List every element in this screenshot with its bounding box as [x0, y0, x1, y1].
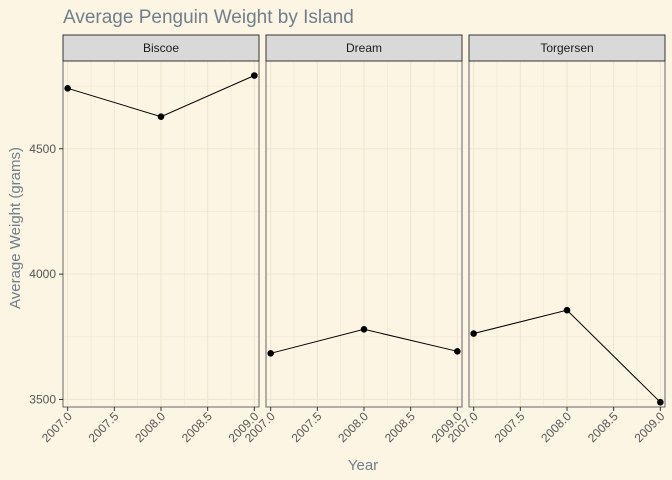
data-point	[657, 398, 664, 406]
x-tick-label: 2008.0	[335, 409, 371, 445]
y-axis-title: Average Weight (grams)	[7, 147, 24, 309]
y-tick-label: 4500	[29, 142, 56, 156]
facet-strip-label: Torgersen	[540, 41, 593, 55]
facet-strip	[265, 34, 463, 62]
x-tick-label: 2008.0	[132, 409, 168, 445]
x-tick-label: 2008.5	[585, 409, 621, 445]
x-tick-label: 2008.5	[179, 409, 215, 445]
facet-strip	[62, 34, 260, 62]
x-tick-label: 2009.0	[632, 409, 668, 445]
data-point	[360, 325, 368, 333]
data-point	[470, 330, 477, 337]
data-point	[251, 72, 258, 79]
chart-title: Average Penguin Weight by Island	[63, 7, 354, 28]
x-tick-label: 2007.5	[492, 409, 528, 445]
x-axis-title: Year	[348, 457, 378, 474]
facet-strip	[468, 34, 666, 62]
data-point	[157, 113, 165, 120]
y-tick-label: 3500	[29, 392, 56, 406]
x-tick-label: 2007.5	[289, 409, 325, 445]
x-tick-label: 2007.5	[86, 409, 122, 445]
facet-strip-label: Biscoe	[143, 41, 179, 55]
data-point	[64, 85, 71, 92]
y-tick-label: 4000	[29, 267, 56, 281]
facet-panels: Biscoe 2007.0 2007.5 2008.0 2008.5 2009.0 Drea…	[39, 34, 668, 445]
x-tick-label: 2008.0	[538, 409, 574, 445]
data-point	[563, 306, 571, 314]
data-point	[454, 348, 461, 355]
y-axis: 3500 4000 4500	[29, 142, 63, 406]
x-tick-label: 2007.0	[39, 409, 75, 445]
facet-strip-label: Dream	[346, 41, 382, 55]
data-point	[267, 350, 274, 357]
x-tick-label: 2008.5	[382, 409, 418, 445]
